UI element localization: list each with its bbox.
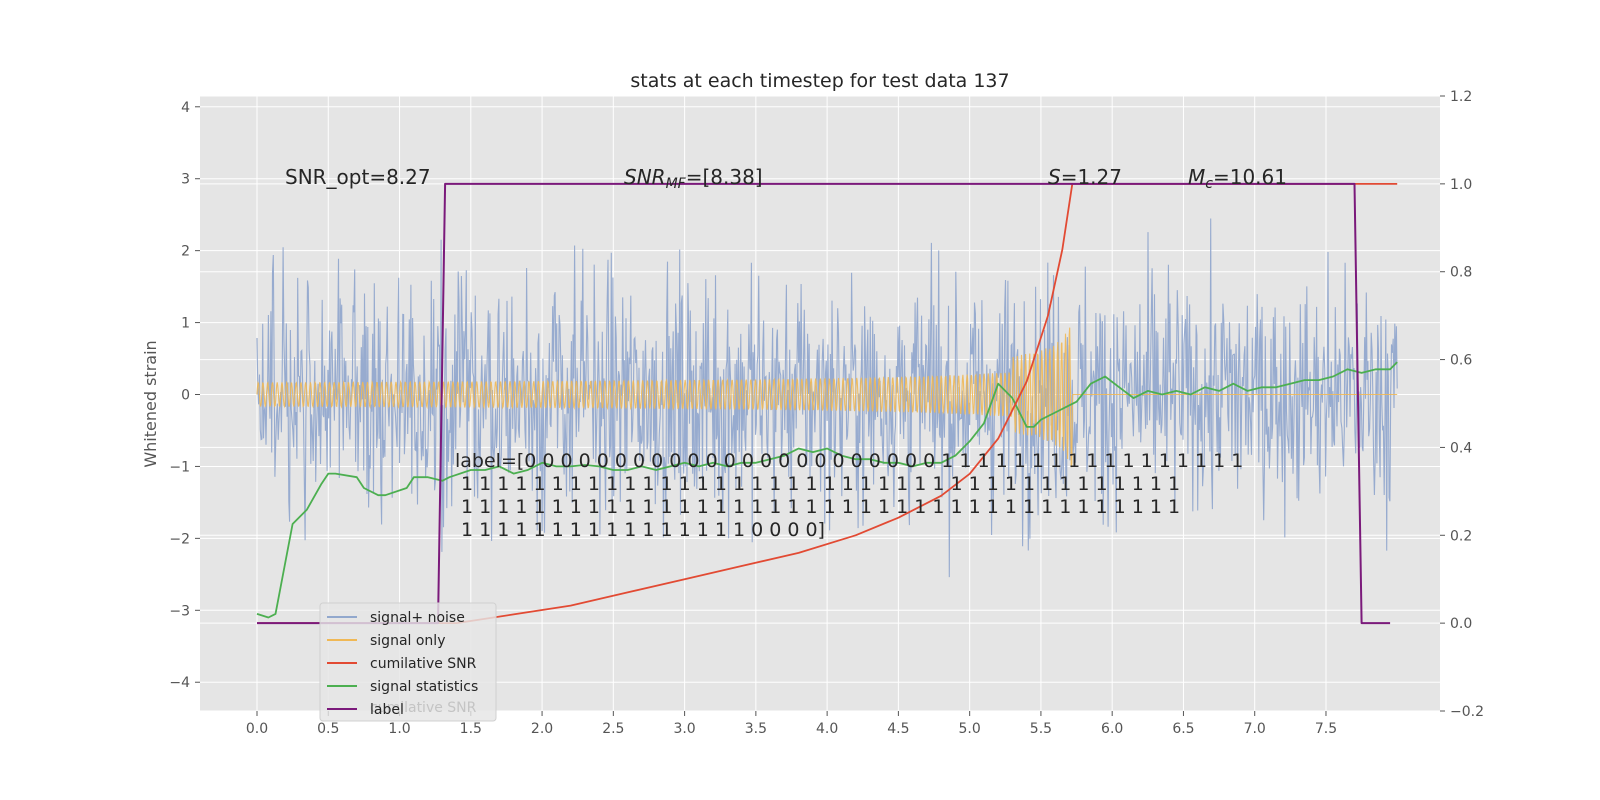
snr-mf-annotation: SNRMF=[8.38] — [624, 165, 763, 192]
x-tick-label: 7.5 — [1315, 721, 1337, 737]
legend: cumilative SNR signal+ noise signal only c… — [319, 602, 497, 722]
y2-tick-label: 0.2 — [1450, 528, 1472, 544]
snr-mf-value: =[8.38] — [686, 165, 763, 189]
signal-only-line — [256, 327, 1398, 468]
x-tick-label: 3.5 — [745, 721, 767, 737]
signal-only-series — [256, 327, 1398, 468]
y2-tick-label: −0.2 — [1450, 704, 1484, 720]
x-tick-label: 0.0 — [246, 721, 268, 737]
y-tick-label: 4 — [181, 100, 190, 116]
mc-symbol: M — [1188, 165, 1205, 189]
legend-ghost-text: cumilative SNR — [370, 700, 477, 716]
mc-annotation: Mc=10.61 — [1188, 165, 1287, 192]
signal-statistics-line — [256, 361, 1398, 619]
y-tick-label: 3 — [181, 172, 190, 188]
x-tick-label: 6.5 — [1172, 721, 1194, 737]
legend-label: signal statistics — [370, 679, 478, 695]
y-tick-label: 2 — [181, 244, 190, 260]
snr-opt-annotation: SNR_opt=8.27 — [285, 165, 431, 189]
y-axis-ticks: −4 −3 −2 −1 0 1 2 3 4 — [169, 100, 200, 691]
y2-axis-ticks: −0.2 0.0 0.2 0.4 0.6 0.8 1.0 1.2 — [1440, 89, 1484, 720]
s-value: =1.27 — [1061, 165, 1122, 189]
y2-tick-label: 0.6 — [1450, 353, 1472, 369]
legend-entries: signal+ noise signal only cumilative SNR si… — [327, 610, 478, 718]
x-tick-label: 4.0 — [816, 721, 838, 737]
y-axis-label: Whitened strain — [141, 340, 160, 467]
y-tick-label: −4 — [169, 675, 190, 691]
x-tick-label: 1.5 — [460, 721, 482, 737]
y2-tick-label: 0.0 — [1450, 616, 1472, 632]
y-tick-label: 0 — [181, 388, 190, 404]
legend-label: signal+ noise — [370, 610, 465, 626]
y2-tick-label: 0.8 — [1450, 265, 1472, 281]
x-tick-label: 2.0 — [531, 721, 553, 737]
x-tick-label: 4.5 — [887, 721, 909, 737]
mc-subscript: c — [1205, 176, 1213, 192]
chart-title: stats at each timestep for test data 137 — [630, 70, 1009, 92]
legend-label: signal only — [370, 633, 445, 649]
legend-label: label — [370, 702, 404, 718]
signal-statistics-series — [256, 361, 1398, 619]
x-tick-label: 7.0 — [1244, 721, 1266, 737]
x-tick-label: 5.5 — [1030, 721, 1052, 737]
snr-mf-symbol: SNR — [624, 165, 666, 189]
x-tick-label: 6.0 — [1101, 721, 1123, 737]
label-annotation: label=[0 0 0 0 0 0 0 0 0 0 0 0 0 0 0 0 0… — [455, 450, 1243, 541]
x-tick-label: 1.0 — [388, 721, 410, 737]
y-tick-label: 1 — [181, 316, 190, 332]
y-tick-label: −1 — [169, 459, 190, 475]
label-line-3: 1 1 1 1 1 1 1 1 1 1 1 1 1 1 1 1 1 1 1 1 … — [455, 496, 1180, 518]
legend-label: cumilative SNR — [370, 656, 477, 672]
y2-tick-label: 1.0 — [1450, 177, 1472, 193]
y2-tick-label: 0.4 — [1450, 440, 1472, 456]
y-tick-label: −2 — [169, 531, 190, 547]
label-line-1: label=[0 0 0 0 0 0 0 0 0 0 0 0 0 0 0 0 0… — [455, 450, 1243, 472]
x-tick-label: 2.5 — [602, 721, 624, 737]
mc-value: =10.61 — [1213, 165, 1287, 189]
s-symbol: S — [1048, 165, 1061, 189]
s-annotation: S=1.27 — [1048, 165, 1122, 189]
label-line-4: 1 1 1 1 1 1 1 1 1 1 1 1 1 1 1 1 0 0 0 0] — [455, 519, 825, 541]
legend-box — [319, 602, 497, 722]
x-axis-ticks: 0.0 0.5 1.0 1.5 2.0 2.5 3.0 3.5 4.0 4.5 5.0 5.5 6.0 6… — [246, 711, 1337, 737]
y-tick-label: −3 — [169, 603, 190, 619]
y2-tick-label: 1.2 — [1450, 89, 1472, 105]
x-tick-label: 3.0 — [673, 721, 695, 737]
x-tick-label: 5.0 — [959, 721, 981, 737]
label-line-2: 1 1 1 1 1 1 1 1 1 1 1 1 1 1 1 1 1 1 1 1 … — [455, 473, 1180, 495]
x-tick-label: 0.5 — [317, 721, 339, 737]
snr-mf-subscript: MF — [666, 176, 687, 192]
